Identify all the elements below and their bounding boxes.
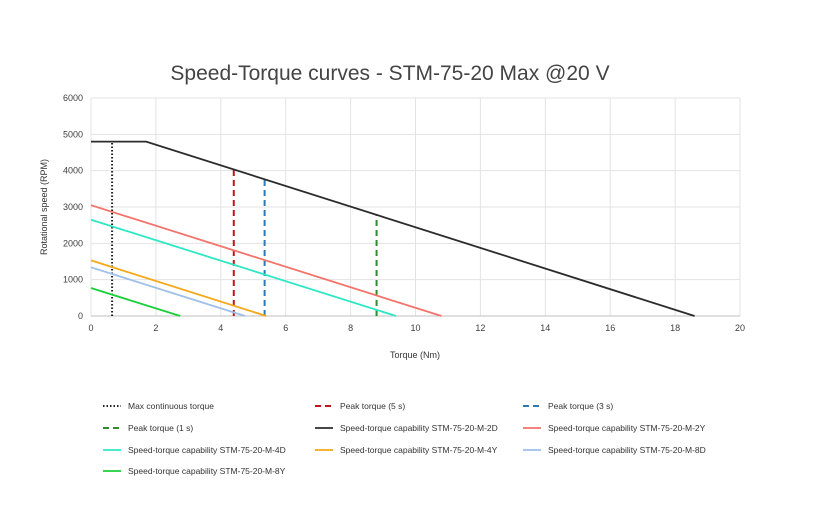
legend-label: Peak torque (5 s) bbox=[340, 401, 405, 411]
y-tick-label: 6000 bbox=[63, 93, 83, 103]
legend-label: Speed-torque capability STM-75-20-M-4Y bbox=[340, 445, 498, 455]
legend-item-8: Speed-torque capability STM-75-20-M-4Y bbox=[315, 445, 498, 455]
series-lines bbox=[90, 140, 695, 317]
y-tick-label: 5000 bbox=[63, 129, 83, 139]
legend-label: Speed-torque capability STM-75-20-M-4D bbox=[128, 445, 286, 455]
legend-label: Max continuous torque bbox=[128, 401, 214, 411]
series-line-10 bbox=[90, 287, 181, 317]
y-axis-label: Rotational speed (RPM) bbox=[39, 159, 49, 255]
legend-item-10: Speed-torque capability STM-75-20-M-8Y bbox=[103, 466, 286, 476]
legend-item-3: Peak torque (3 s) bbox=[523, 401, 613, 411]
x-tick-label: 10 bbox=[410, 323, 420, 333]
legend-label: Speed-torque capability STM-75-20-M-2D bbox=[340, 423, 498, 433]
x-tick-label: 18 bbox=[670, 323, 680, 333]
x-axis-label: Torque (Nm) bbox=[390, 350, 440, 360]
y-tick-label: 1000 bbox=[63, 275, 83, 285]
x-tick-label: 6 bbox=[283, 323, 288, 333]
x-tick-label: 8 bbox=[348, 323, 353, 333]
legend-item-9: Speed-torque capability STM-75-20-M-8D bbox=[523, 445, 706, 455]
x-tick-labels: 0 2 4 6 8 10 12 14 16 18 20 bbox=[88, 323, 745, 333]
y-tick-label: 3000 bbox=[63, 202, 83, 212]
legend-item-2: Peak torque (5 s) bbox=[315, 401, 405, 411]
legend-label: Speed-torque capability STM-75-20-M-8Y bbox=[128, 466, 286, 476]
chart-title: Speed-Torque curves - STM-75-20 Max @20 … bbox=[170, 62, 609, 85]
series-line-7 bbox=[90, 218, 397, 317]
y-tick-label: 0 bbox=[78, 311, 83, 321]
y-tick-label: 4000 bbox=[63, 166, 83, 176]
x-tick-label: 12 bbox=[475, 323, 485, 333]
legend-item-6: Speed-torque capability STM-75-20-M-2Y bbox=[523, 423, 706, 433]
legend-item-1: Max continuous torque bbox=[103, 401, 214, 411]
series-line-9 bbox=[90, 266, 246, 317]
legend-label: Peak torque (1 s) bbox=[128, 423, 193, 433]
x-tick-label: 16 bbox=[605, 323, 615, 333]
x-tick-label: 2 bbox=[153, 323, 158, 333]
y-tick-labels: 0 1000 2000 3000 4000 5000 6000 bbox=[63, 93, 83, 321]
legend-item-5: Speed-torque capability STM-75-20-M-2D bbox=[315, 423, 498, 433]
legend-item-7: Speed-torque capability STM-75-20-M-4D bbox=[103, 445, 286, 455]
legend: Max continuous torque Peak torque (5 s) Pe… bbox=[103, 401, 706, 476]
legend-label: Speed-torque capability STM-75-20-M-8D bbox=[548, 445, 706, 455]
legend-label: Peak torque (3 s) bbox=[548, 401, 613, 411]
series-line-6 bbox=[90, 204, 442, 317]
y-tick-label: 2000 bbox=[63, 238, 83, 248]
x-tick-label: 20 bbox=[735, 323, 745, 333]
gridlines bbox=[90, 97, 741, 317]
legend-label: Speed-torque capability STM-75-20-M-2Y bbox=[548, 423, 706, 433]
series-line-8 bbox=[90, 259, 267, 317]
x-tick-label: 4 bbox=[218, 323, 223, 333]
series-line-5 bbox=[91, 140, 695, 317]
legend-item-4: Peak torque (1 s) bbox=[103, 423, 193, 433]
x-tick-label: 0 bbox=[88, 323, 93, 333]
x-tick-label: 14 bbox=[540, 323, 550, 333]
